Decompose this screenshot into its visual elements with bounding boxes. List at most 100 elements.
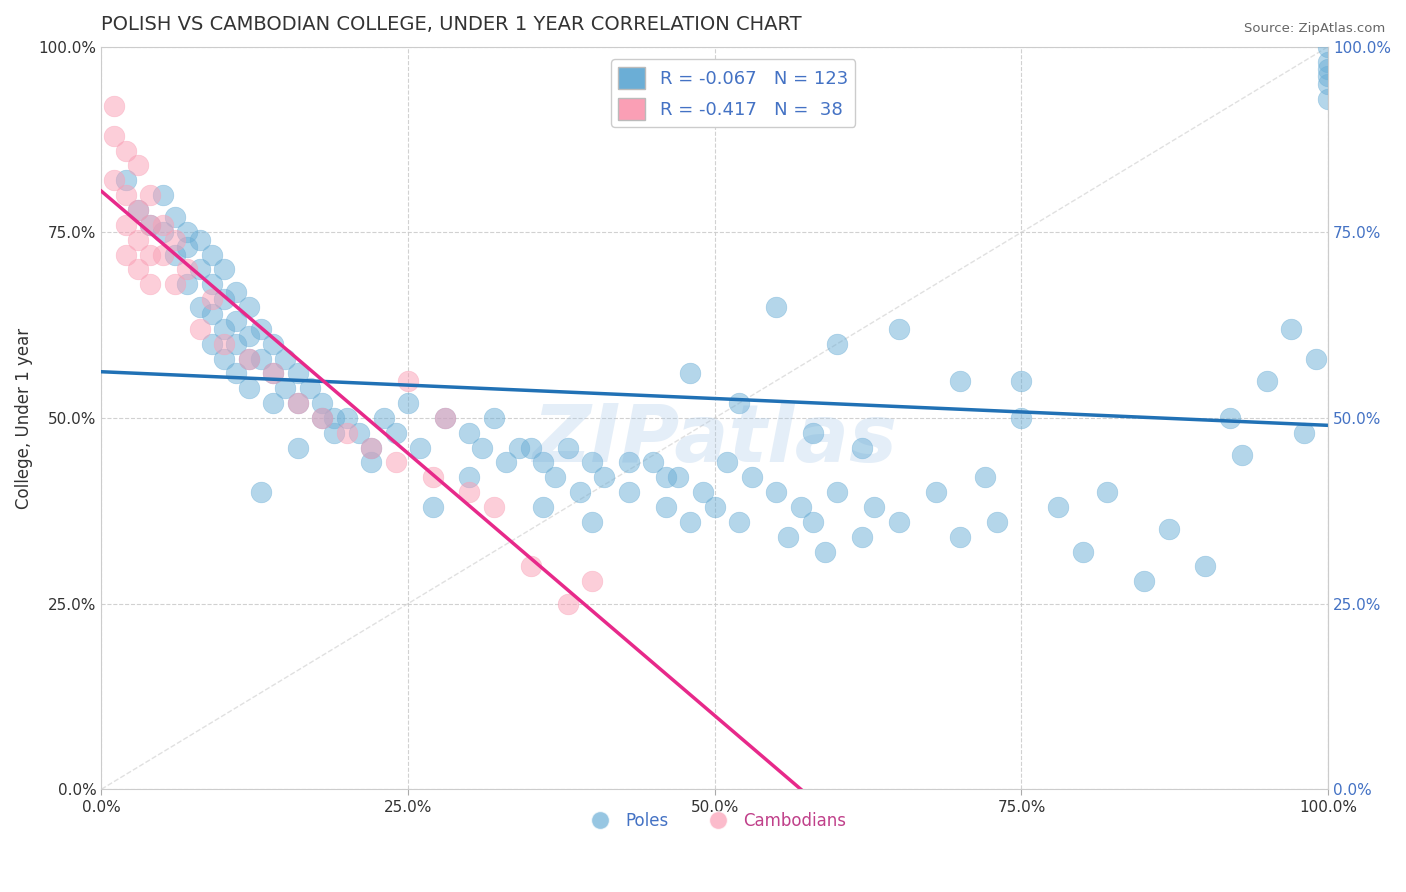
Point: [127, 202, 149, 217]
Point: [139, 277, 162, 292]
Point: [692, 485, 714, 500]
Point: [531, 500, 554, 514]
Point: [373, 411, 395, 425]
Point: [520, 441, 543, 455]
Point: [225, 336, 247, 351]
Point: [396, 374, 419, 388]
Point: [716, 455, 738, 469]
Y-axis label: College, Under 1 year: College, Under 1 year: [15, 327, 32, 508]
Point: [139, 218, 162, 232]
Point: [1071, 544, 1094, 558]
Point: [654, 470, 676, 484]
Point: [482, 411, 505, 425]
Point: [851, 530, 873, 544]
Point: [238, 351, 260, 366]
Point: [1317, 39, 1340, 54]
Point: [741, 470, 763, 484]
Point: [508, 441, 530, 455]
Point: [127, 159, 149, 173]
Point: [188, 262, 211, 277]
Point: [1292, 425, 1315, 440]
Point: [250, 322, 273, 336]
Point: [225, 314, 247, 328]
Point: [336, 425, 359, 440]
Point: [593, 470, 616, 484]
Point: [250, 485, 273, 500]
Text: POLISH VS CAMBODIAN COLLEGE, UNDER 1 YEAR CORRELATION CHART: POLISH VS CAMBODIAN COLLEGE, UNDER 1 YEA…: [101, 15, 801, 34]
Point: [409, 441, 432, 455]
Point: [115, 144, 138, 158]
Point: [949, 530, 972, 544]
Point: [115, 247, 138, 261]
Point: [139, 247, 162, 261]
Point: [238, 300, 260, 314]
Point: [1317, 92, 1340, 106]
Point: [188, 322, 211, 336]
Point: [176, 262, 198, 277]
Point: [238, 351, 260, 366]
Point: [422, 470, 444, 484]
Point: [1194, 559, 1216, 574]
Point: [152, 247, 174, 261]
Point: [287, 441, 309, 455]
Point: [201, 336, 224, 351]
Point: [1305, 351, 1327, 366]
Point: [238, 329, 260, 343]
Point: [212, 336, 235, 351]
Text: ZIPatlas: ZIPatlas: [533, 401, 897, 479]
Point: [482, 500, 505, 514]
Point: [458, 470, 481, 484]
Point: [1317, 70, 1340, 84]
Point: [163, 233, 186, 247]
Point: [212, 292, 235, 306]
Point: [201, 307, 224, 321]
Point: [139, 188, 162, 202]
Point: [201, 247, 224, 261]
Point: [887, 322, 910, 336]
Point: [863, 500, 886, 514]
Point: [287, 396, 309, 410]
Point: [323, 411, 346, 425]
Point: [188, 300, 211, 314]
Point: [152, 225, 174, 239]
Point: [127, 262, 149, 277]
Point: [1133, 574, 1156, 589]
Point: [581, 574, 603, 589]
Point: [1219, 411, 1241, 425]
Point: [347, 425, 370, 440]
Point: [544, 470, 567, 484]
Point: [163, 277, 186, 292]
Legend: Poles, Cambodians: Poles, Cambodians: [576, 805, 853, 837]
Point: [1157, 522, 1180, 536]
Point: [568, 485, 591, 500]
Point: [225, 285, 247, 299]
Point: [262, 336, 284, 351]
Point: [458, 485, 481, 500]
Point: [887, 515, 910, 529]
Point: [262, 367, 284, 381]
Point: [360, 441, 382, 455]
Point: [115, 188, 138, 202]
Point: [176, 240, 198, 254]
Point: [617, 485, 640, 500]
Point: [1010, 374, 1032, 388]
Point: [778, 530, 800, 544]
Point: [851, 441, 873, 455]
Point: [274, 351, 297, 366]
Point: [201, 292, 224, 306]
Point: [115, 173, 138, 187]
Point: [643, 455, 665, 469]
Point: [115, 218, 138, 232]
Point: [531, 455, 554, 469]
Point: [274, 381, 297, 395]
Point: [495, 455, 517, 469]
Point: [765, 485, 787, 500]
Point: [201, 277, 224, 292]
Point: [765, 300, 787, 314]
Point: [127, 202, 149, 217]
Point: [703, 500, 725, 514]
Point: [728, 515, 751, 529]
Point: [139, 218, 162, 232]
Point: [789, 500, 811, 514]
Point: [728, 396, 751, 410]
